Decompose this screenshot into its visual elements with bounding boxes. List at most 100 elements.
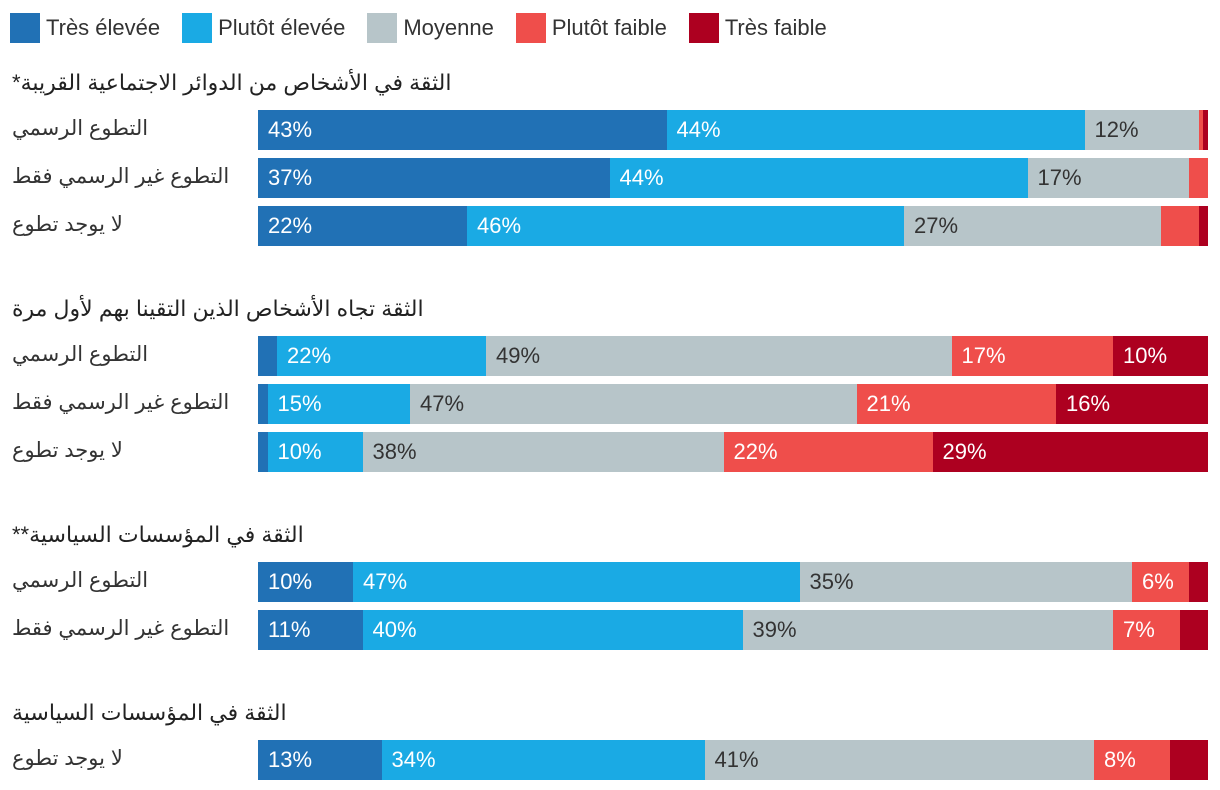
bar-segment: 16% <box>1056 384 1208 424</box>
bar-segment: 47% <box>353 562 800 602</box>
bar-segment <box>1198 110 1204 150</box>
data-label: 43% <box>268 117 313 142</box>
data-label: 7% <box>1123 617 1155 642</box>
data-label: 27% <box>914 213 959 238</box>
bar-segment: 22% <box>258 206 467 246</box>
bar-segment: 47% <box>410 384 857 424</box>
legend-item: Plutôt faible <box>515 13 667 43</box>
row-label: التطوع غير الرسمي فقط <box>12 165 230 188</box>
bar-segment: 10% <box>258 562 353 602</box>
data-label: 49% <box>496 343 541 368</box>
bar-segment: 39% <box>742 610 1113 650</box>
stacked-bar: 37% 44% 17% <box>258 158 1208 198</box>
legend-swatch <box>182 13 213 43</box>
legend-item: Plutôt élevée <box>182 13 345 43</box>
stacked-bar: 43% 44% 12% <box>258 110 1208 150</box>
legend-swatch <box>10 13 40 43</box>
bar-segment: 43% <box>258 110 667 150</box>
data-label: 8% <box>1104 747 1136 772</box>
bar-segment: 21% <box>856 384 1056 424</box>
bar-segment: 8% <box>1094 740 1170 780</box>
group-title: الثقة تجاه الأشخاص الذين التقينا بهم لأو… <box>12 296 424 321</box>
data-label: 10% <box>268 569 313 594</box>
row-label: التطوع الرسمي <box>12 117 149 140</box>
bar-segment: 17% <box>951 336 1113 376</box>
data-label: 46% <box>477 213 522 238</box>
bar-segment <box>1189 158 1208 198</box>
bar-segment: 13% <box>258 740 382 780</box>
row-label: لا يوجد تطوع <box>12 439 123 462</box>
legend-item: Très faible <box>688 13 827 43</box>
stacked-bar: 13% 34% 41% 8% <box>258 740 1208 780</box>
bar-segment: 10% <box>1113 336 1208 376</box>
bar-segment: 35% <box>799 562 1132 602</box>
data-label: 12% <box>1094 117 1139 142</box>
data-label: 41% <box>714 747 759 772</box>
bar-segment <box>258 384 268 424</box>
data-label: 11% <box>268 617 311 642</box>
data-label: 15% <box>277 391 322 416</box>
data-label: 29% <box>942 439 987 464</box>
bar-segment: 44% <box>609 158 1028 198</box>
bar-segment: 41% <box>704 740 1094 780</box>
bar-segment <box>1160 206 1199 246</box>
bar-segment: 15% <box>267 384 410 424</box>
bar-segment: 10% <box>267 432 363 472</box>
stacked-bar: 15% 47% 21% 16% <box>258 384 1208 424</box>
group-title: **الثقة في المؤسسات السياسية <box>12 522 304 547</box>
legend-label: Plutôt faible <box>551 15 667 40</box>
legend-swatch <box>367 13 398 43</box>
legend-swatch <box>688 13 719 43</box>
data-label: 10% <box>1123 343 1168 368</box>
bar-segment: 38% <box>362 432 724 472</box>
data-label: 6% <box>1142 569 1174 594</box>
bar-segment: 27% <box>904 206 1161 246</box>
bar-segment: 11% <box>258 610 363 650</box>
bar-segment: 6% <box>1132 562 1189 602</box>
group-title: الثقة في المؤسسات السياسية <box>12 700 287 725</box>
bar-segment <box>1198 206 1208 246</box>
bar-segment: 12% <box>1084 110 1199 150</box>
data-label: 16% <box>1066 391 1111 416</box>
row-label: التطوع غير الرسمي فقط <box>12 391 230 414</box>
data-label: 34% <box>391 747 436 772</box>
bar-segment <box>258 336 277 376</box>
data-label: 47% <box>363 569 408 594</box>
bar-segment: 22% <box>277 336 486 376</box>
bar-segment <box>1203 110 1208 150</box>
bar-segment: 7% <box>1113 610 1180 650</box>
bar-segment: 34% <box>381 740 705 780</box>
legend-swatch <box>515 13 546 43</box>
bar-segment: 46% <box>467 206 904 246</box>
data-label: 10% <box>277 439 322 464</box>
data-label: 17% <box>1037 165 1082 190</box>
stacked-bar: 10% 38% 22% 29% <box>258 432 1208 472</box>
legend-label: Très faible <box>724 15 827 40</box>
data-label: 44% <box>619 165 664 190</box>
legend-item: Très élevée <box>10 13 160 43</box>
row-label: لا يوجد تطوع <box>12 747 123 770</box>
row-label: التطوع غير الرسمي فقط <box>12 617 230 640</box>
data-label: 47% <box>420 391 465 416</box>
bar-segment <box>1179 610 1208 650</box>
bar-segment: 22% <box>723 432 933 472</box>
stacked-bar: 10% 47% 35% 6% <box>258 562 1208 602</box>
data-label: 40% <box>372 617 417 642</box>
bar-segment <box>1189 562 1208 602</box>
bar-segment: 29% <box>932 432 1208 472</box>
bar-segment: 40% <box>362 610 743 650</box>
bar-segment: 17% <box>1027 158 1189 198</box>
stacked-bar: 22% 46% 27% <box>258 206 1208 246</box>
data-label: 44% <box>676 117 721 142</box>
data-label: 39% <box>752 617 797 642</box>
data-label: 17% <box>961 343 1006 368</box>
data-label: 35% <box>809 569 854 594</box>
row-label: التطوع الرسمي <box>12 569 149 592</box>
data-label: 21% <box>866 391 911 416</box>
data-label: 13% <box>268 747 313 772</box>
stacked-bar: 11% 40% 39% 7% <box>258 610 1208 650</box>
stacked-bar: 22% 49% 17% 10% <box>258 336 1208 376</box>
bar-segment: 49% <box>486 336 952 376</box>
row-label: لا يوجد تطوع <box>12 213 123 236</box>
